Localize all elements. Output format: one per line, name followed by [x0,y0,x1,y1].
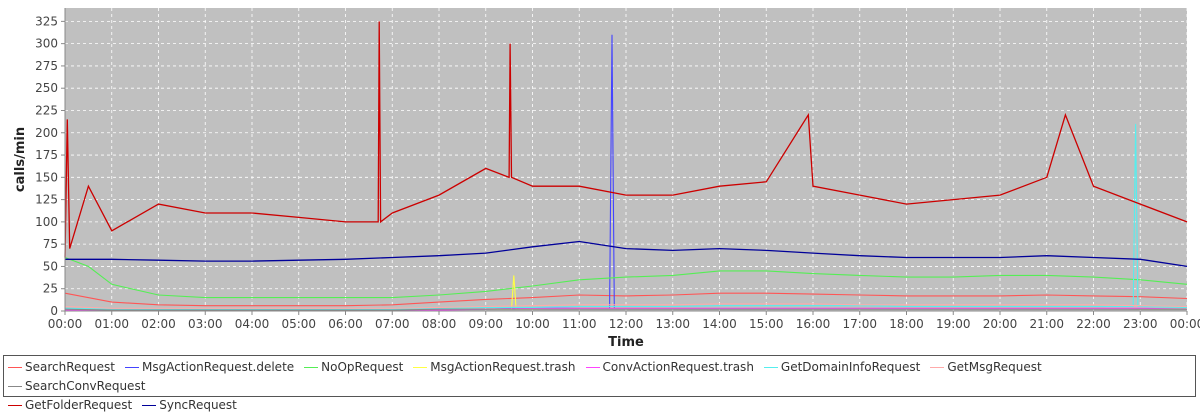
y-tick-label: 325 [35,14,58,28]
legend-row: GetFolderRequest SyncRequest [8,396,1191,415]
legend-item: SearchConvRequest [8,377,145,396]
legend-label: GetFolderRequest [25,398,133,412]
legend-swatch [8,405,22,406]
legend-swatch [8,367,22,368]
legend-swatch [8,386,22,387]
x-tick-label: 11:00 [562,317,597,331]
legend-swatch [124,367,139,368]
legend-swatch [304,367,319,368]
x-tick-label: 09:00 [468,317,503,331]
x-tick-label: 19:00 [936,317,971,331]
legend: SearchRequest MsgActionRequest.delete NoOp… [3,355,1196,412]
legend-row: SearchRequest MsgActionRequest.delete NoOp… [8,358,1191,396]
x-tick-label: 06:00 [328,317,363,331]
legend-item: MsgActionRequest.delete [124,358,295,377]
y-tick-label: 50 [43,259,58,273]
legend-item: GetMsgRequest [930,358,1042,377]
legend-item: SyncRequest [142,396,237,415]
legend-label: SearchRequest [25,360,115,374]
y-tick-label: 175 [35,148,58,162]
legend-swatch [763,367,778,368]
legend-label: GetDomainInfoRequest [780,360,921,374]
x-tick-label: 21:00 [1029,317,1064,331]
legend-swatch [930,367,945,368]
y-tick-label: 300 [35,37,58,51]
x-tick-label: 04:00 [235,317,270,331]
legend-label: GetMsgRequest [947,360,1042,374]
y-tick-label: 275 [35,59,58,73]
y-tick-label: 100 [35,215,58,229]
x-axis-title: Time [608,335,644,350]
series-line-getdomaininforequest [64,123,1188,310]
legend-label: SyncRequest [159,398,237,412]
x-tick-label: 14:00 [702,317,737,331]
series-line-searchrequest [64,292,1188,307]
y-tick-label: 200 [35,126,58,140]
x-tick-label: 13:00 [655,317,690,331]
x-tick-label: 00:00 [1170,317,1200,331]
legend-label: SearchConvRequest [25,379,146,393]
y-tick-label: 250 [35,81,58,95]
legend-swatch [142,405,157,406]
series-line-getmsgrequest [64,303,1188,309]
x-tick-label: 12:00 [609,317,644,331]
series-line-searchconvrequest [64,308,1187,311]
legend-swatch [585,367,600,368]
x-tick-label: 08:00 [422,317,457,331]
y-tick-label: 0 [50,304,58,318]
y-tick-label: 150 [35,170,58,184]
legend-label: MsgActionRequest.trash [430,360,576,374]
x-tick-label: 05:00 [281,317,316,331]
x-tick-label: 23:00 [1123,317,1158,331]
x-tick-label: 20:00 [983,317,1018,331]
legend-item: GetDomainInfoRequest [763,358,921,377]
y-tick-label: 25 [43,282,58,296]
legend-item: SearchRequest [8,358,115,377]
x-tick-label: 17:00 [842,317,877,331]
x-tick-label: 10:00 [515,317,550,331]
chart-svg: 0 25 50 75 100 125 150 175 200 225 250 275 300 325 00:… [13,8,1200,350]
series-line-nooprequest [64,256,1188,299]
legend-item: ConvActionRequest.trash [585,358,754,377]
x-tick-label: 03:00 [188,317,223,331]
x-tick-label: 22:00 [1076,317,1111,331]
x-tick-label: 00:00 [48,317,83,331]
legend-swatch [413,367,428,368]
legend-item: GetFolderRequest [8,396,132,415]
chart: 0 25 50 75 100 125 150 175 200 225 250 275 300 325 00:… [3,8,1200,412]
x-tick-label: 01:00 [94,317,129,331]
legend-label: NoOpRequest [321,360,404,374]
x-tick-label: 18:00 [889,317,924,331]
y-tick-label: 75 [43,237,58,251]
x-tick-label: 16:00 [796,317,831,331]
x-tick-label: 07:00 [375,317,410,331]
series-line-syncrequest [65,240,1188,268]
legend-label: MsgActionRequest.delete [141,360,295,374]
x-tick-label: 02:00 [141,317,176,331]
y-tick-label: 125 [35,193,58,207]
series-line-getfolderrequest [64,21,1188,258]
y-axis-title: calls/min [13,127,28,192]
legend-item: MsgActionRequest.trash [413,358,576,377]
legend-label: ConvActionRequest.trash [602,360,754,374]
legend-item: NoOpRequest [304,358,403,377]
y-tick-label: 225 [35,103,58,117]
x-tick-label: 15:00 [749,317,784,331]
